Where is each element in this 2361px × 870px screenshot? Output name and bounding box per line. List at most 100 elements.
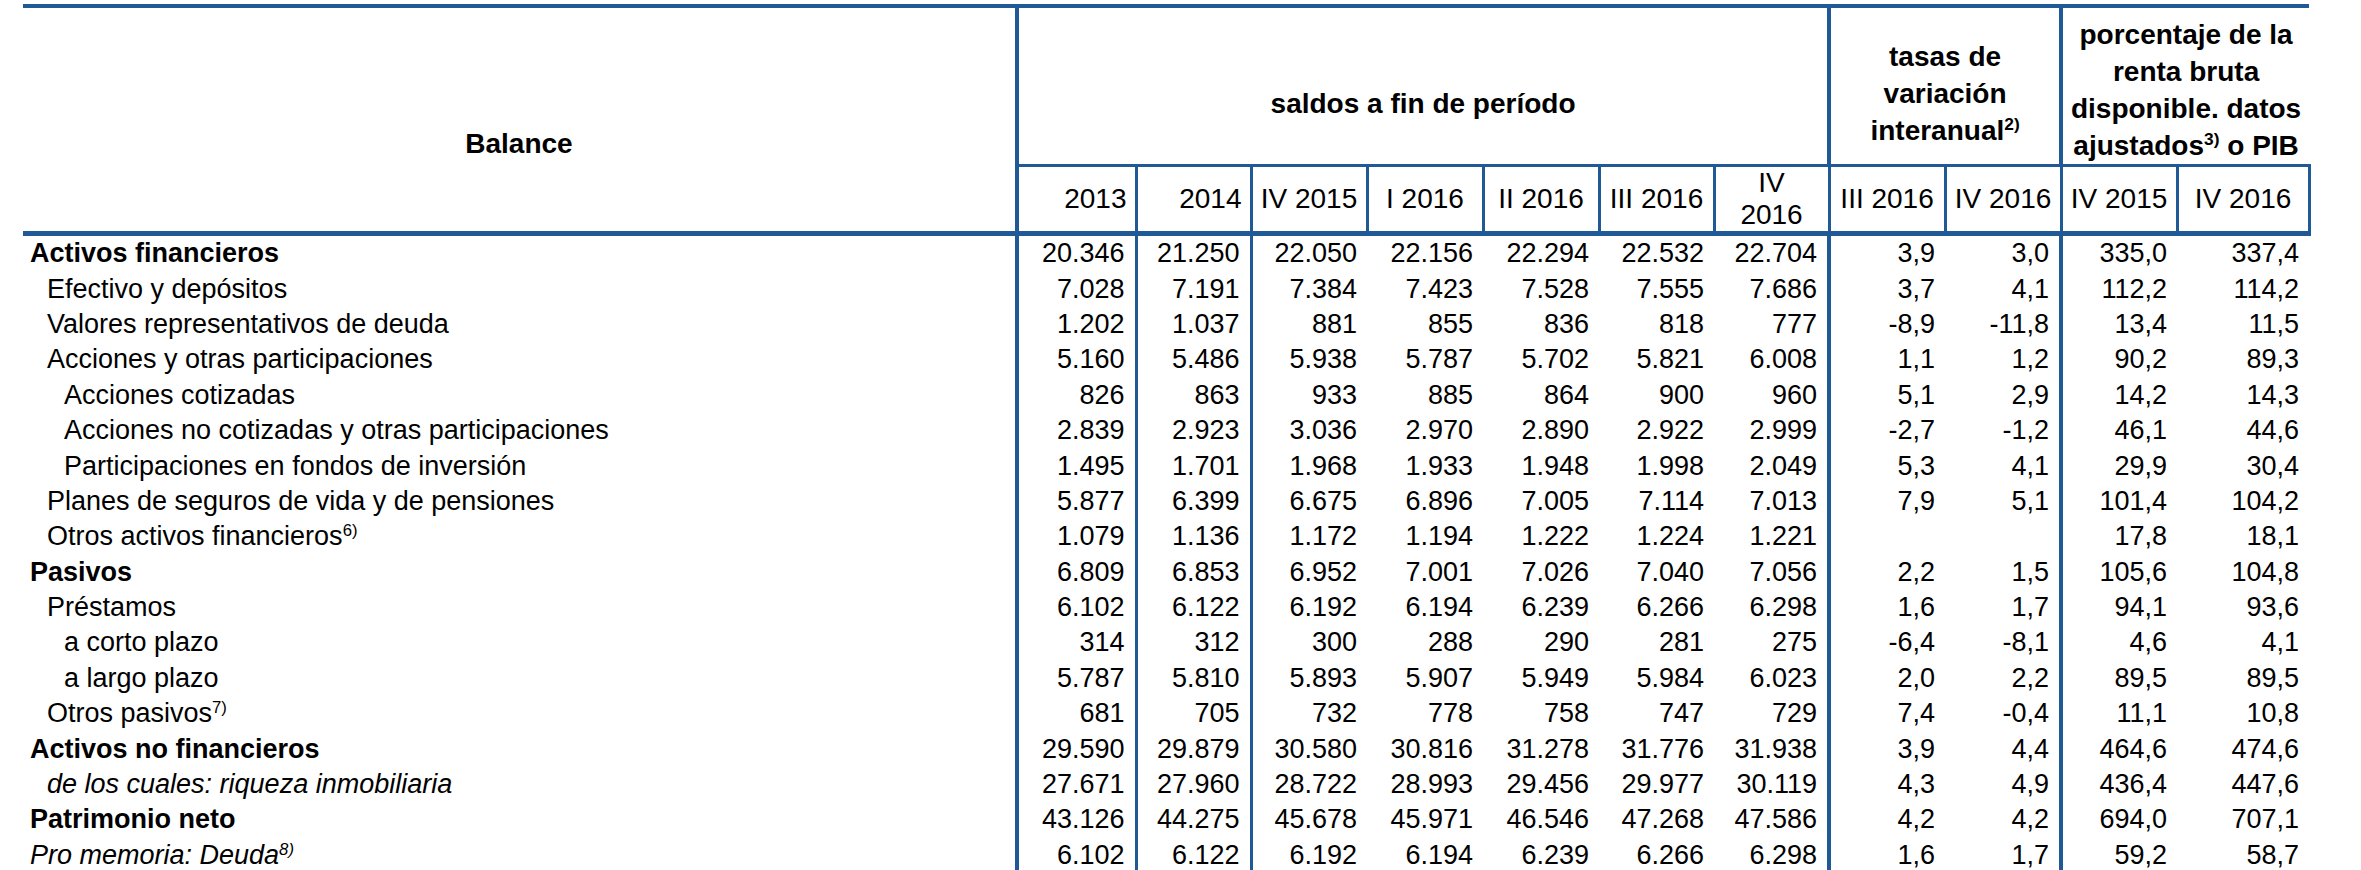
cell-value: -11,8	[1945, 307, 2061, 342]
cell-value: 300	[1251, 625, 1367, 660]
cell-value: 7.040	[1599, 555, 1714, 590]
table-row: de los cuales: riqueza inmobiliaria27.67…	[23, 767, 2309, 802]
cell-value: 20.346	[1017, 234, 1136, 272]
cell-value: 1.495	[1017, 448, 1136, 483]
row-label: Activos no financieros	[23, 731, 1017, 766]
cell-value: 13,4	[2061, 307, 2177, 342]
cell-value: 7,9	[1829, 484, 1945, 519]
cell-value: 28.993	[1367, 767, 1483, 802]
cell-value: 29.456	[1483, 767, 1599, 802]
cell-value: 90,2	[2061, 342, 2177, 377]
cell-value: 5.938	[1251, 342, 1367, 377]
cell-value: 105,6	[2061, 555, 2177, 590]
cell-value: 5.486	[1136, 342, 1251, 377]
cell-value: -8,1	[1945, 625, 2061, 660]
cell-value: 30.816	[1367, 731, 1483, 766]
cell-value: 464,6	[2061, 731, 2177, 766]
cell-value: 732	[1251, 696, 1367, 731]
table-row: Pro memoria: Deuda8)6.1026.1226.1926.194…	[23, 838, 2309, 870]
table-row: Planes de seguros de vida y de pensiones…	[23, 484, 2309, 519]
cell-value: 1.194	[1367, 519, 1483, 554]
cell-value: 46.546	[1483, 802, 1599, 837]
cell-value: 5.702	[1483, 342, 1599, 377]
cell-value: 22.294	[1483, 234, 1599, 272]
cell-value: 855	[1367, 307, 1483, 342]
row-label: Participaciones en fondos de inversión	[23, 448, 1017, 483]
cell-value: 6.809	[1017, 555, 1136, 590]
cell-value: 5.821	[1599, 342, 1714, 377]
row-label: Valores representativos de deuda	[23, 307, 1017, 342]
balance-table: Balance saldos a fin de período tasas de…	[23, 4, 2311, 870]
cell-value: 6.853	[1136, 555, 1251, 590]
cell-value: 6.298	[1714, 590, 1829, 625]
cell-value: 21.250	[1136, 234, 1251, 272]
row-label: de los cuales: riqueza inmobiliaria	[23, 767, 1017, 802]
cell-value: 337,4	[2177, 234, 2309, 272]
cell-value: 7.026	[1483, 555, 1599, 590]
cell-value: 4,2	[1829, 802, 1945, 837]
cell-value: 5,3	[1829, 448, 1945, 483]
cell-value: 1,6	[1829, 590, 1945, 625]
cell-value: 7,4	[1829, 696, 1945, 731]
table-row: a largo plazo5.7875.8105.8935.9075.9495.…	[23, 661, 2309, 696]
cell-value: 112,2	[2061, 271, 2177, 306]
cell-value: 11,1	[2061, 696, 2177, 731]
cell-value: 5.787	[1367, 342, 1483, 377]
cell-value: 2,0	[1829, 661, 1945, 696]
cell-value: 4,1	[1945, 271, 2061, 306]
row-label: Pro memoria: Deuda8)	[23, 838, 1017, 870]
cell-value: 729	[1714, 696, 1829, 731]
cell-value: 22.050	[1251, 234, 1367, 272]
cell-value: 7.005	[1483, 484, 1599, 519]
cell-value: 101,4	[2061, 484, 2177, 519]
row-label: Pasivos	[23, 555, 1017, 590]
cell-value: 681	[1017, 696, 1136, 731]
cell-value: 7.191	[1136, 271, 1251, 306]
cell-value: 44,6	[2177, 413, 2309, 448]
cell-value: 30.119	[1714, 767, 1829, 802]
cell-value: 6.194	[1367, 590, 1483, 625]
cell-value: 6.896	[1367, 484, 1483, 519]
cell-value: 6.102	[1017, 590, 1136, 625]
cell-value: 46,1	[2061, 413, 2177, 448]
table-row: Pasivos6.8096.8536.9527.0017.0267.0407.0…	[23, 555, 2309, 590]
table-row: Acciones y otras participaciones5.1605.4…	[23, 342, 2309, 377]
cell-value: 900	[1599, 378, 1714, 413]
cell-value: 6.239	[1483, 590, 1599, 625]
row-label: Otros activos financieros6)	[23, 519, 1017, 554]
cell-value: 436,4	[2061, 767, 2177, 802]
cell-value: 1.037	[1136, 307, 1251, 342]
col-header-iv-2015-pct: IV 2015	[2061, 166, 2177, 234]
cell-value: 1.222	[1483, 519, 1599, 554]
cell-value: 290	[1483, 625, 1599, 660]
cell-value: 1.224	[1599, 519, 1714, 554]
cell-value: 864	[1483, 378, 1599, 413]
cell-value: 694,0	[2061, 802, 2177, 837]
cell-value: 4,1	[2177, 625, 2309, 660]
cell-value: 89,3	[2177, 342, 2309, 377]
cell-value: 6.102	[1017, 838, 1136, 870]
cell-value: 22.704	[1714, 234, 1829, 272]
cell-value: 2.890	[1483, 413, 1599, 448]
table-row: Valores representativos de deuda1.2021.0…	[23, 307, 2309, 342]
cell-value: 2,9	[1945, 378, 2061, 413]
cell-value: 29.977	[1599, 767, 1714, 802]
row-label: Patrimonio neto	[23, 802, 1017, 837]
cell-value: 826	[1017, 378, 1136, 413]
cell-value: 31.938	[1714, 731, 1829, 766]
col-header-2013: 2013	[1017, 166, 1136, 234]
row-label: Acciones cotizadas	[23, 378, 1017, 413]
cell-value: 29,9	[2061, 448, 2177, 483]
cell-value: 7.001	[1367, 555, 1483, 590]
table-row: a corto plazo314312300288290281275-6,4-8…	[23, 625, 2309, 660]
table-row: Participaciones en fondos de inversión1.…	[23, 448, 2309, 483]
cell-value: 281	[1599, 625, 1714, 660]
row-label: Acciones no cotizadas y otras participac…	[23, 413, 1017, 448]
cell-value: 4,1	[1945, 448, 2061, 483]
row-label: Acciones y otras participaciones	[23, 342, 1017, 377]
cell-value: 4,3	[1829, 767, 1945, 802]
cell-value: 447,6	[2177, 767, 2309, 802]
cell-value: 7.528	[1483, 271, 1599, 306]
table-row: Activos financieros20.34621.25022.05022.…	[23, 234, 2309, 272]
cell-value: 3.036	[1251, 413, 1367, 448]
